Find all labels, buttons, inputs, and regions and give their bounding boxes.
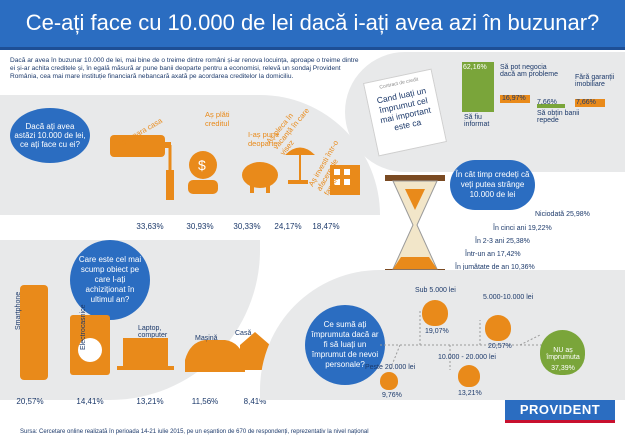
- q3-item-1: Niciodată 25,98%: [535, 211, 590, 218]
- q3-item-4: Într-un an 17,42%: [465, 251, 521, 258]
- logo-underline: [505, 420, 615, 423]
- header-banner: Ce-ați face cu 10.000 de lei dacă i-ați …: [0, 0, 625, 50]
- q3-item-2: În cinci ani 19,22%: [493, 225, 552, 232]
- q5-tree-lines: [380, 310, 570, 371]
- footer-source: Sursa: Cercetare online realizată în per…: [20, 429, 369, 435]
- q5-item-value-4: 9,76%: [382, 392, 402, 399]
- q1-icons: $: [110, 135, 360, 200]
- q5-item-label-4: Peste 20.000 lei: [365, 364, 416, 371]
- q1-question-text: Dacă ați avea astăzi 10.000 de lei, ce a…: [14, 122, 86, 149]
- q4-item-label-3: Laptop, computer: [138, 325, 168, 339]
- q2-bar-3: [537, 104, 565, 108]
- money-bag-icon: [485, 315, 511, 341]
- q4-item-label-4: Mașină: [195, 335, 218, 342]
- q2-question-text: Cand luați un împrumut cel mai important…: [375, 85, 432, 133]
- hourglass-icon: [385, 175, 445, 275]
- q1-item-value-5: 18,47%: [312, 222, 340, 231]
- q1-item-value-2: 30,93%: [186, 222, 214, 231]
- money-bag-icon: [458, 365, 480, 387]
- q4-item-value-5: 8,41%: [243, 397, 267, 406]
- q2-bar-2-label: Să pot negocia dacă am probleme: [500, 64, 558, 78]
- money-bag-icon: [380, 372, 398, 390]
- q2-bar-1-label: Să fiu informat: [464, 114, 490, 128]
- paint-roller-icon: [110, 135, 174, 200]
- q4-icons: [20, 285, 270, 380]
- intro-text: Dacă ar avea în buzunar 10.000 de lei, m…: [10, 57, 359, 80]
- car-icon: [185, 340, 245, 372]
- q2-bar-3-value: 7,66%: [537, 99, 557, 106]
- q4-question-text: Care este cel mai scump obiect pe care l…: [78, 255, 142, 304]
- q3-question-bubble: În cât timp credeți că veți putea strâng…: [450, 160, 535, 210]
- money-bag-icon: [422, 300, 448, 326]
- q2-bar-2-value: 16,97%: [502, 95, 526, 102]
- provident-logo: PROVIDENT: [505, 400, 615, 420]
- beach-umbrella-icon: [285, 147, 315, 184]
- q4-item-value-3: 13,21%: [136, 397, 164, 406]
- q4-item-label-5: Casă: [235, 330, 252, 337]
- q4-item-value-1: 20,57%: [16, 397, 44, 406]
- q3-question-text: În cât timp credeți că veți putea strâng…: [455, 170, 530, 199]
- q5-question-bubble: Ce sumă ați împrumuta dacă ar fi să luaț…: [305, 305, 385, 385]
- q1-item-value-4: 24,17%: [274, 222, 302, 231]
- q5-item-label-2: 5.000-10.000 lei: [483, 294, 534, 301]
- q4-item-value-4: 11,56%: [191, 397, 219, 406]
- q5-item-label-5: NU aș împrumuta: [546, 347, 580, 361]
- q4-item-label-2: Electrocasnice: [80, 304, 87, 350]
- q2-bar-1: [462, 62, 494, 112]
- q1-item-value-3: 30,33%: [233, 222, 261, 231]
- q5-item-label-1: Sub 5.000 lei: [415, 287, 456, 294]
- q2-bar-4-label: Fără garanții imobiliare: [575, 74, 615, 88]
- q3-item-3: În 2-3 ani 25,38%: [475, 238, 530, 245]
- piggy-bank-icon: [242, 162, 278, 193]
- q5-item-value-5: 37,39%: [551, 365, 575, 372]
- building-icon: [330, 165, 360, 195]
- q2-bar-1-value: 62,16%: [463, 64, 487, 71]
- q4-item-label-1: Smartphone: [15, 291, 22, 330]
- q5-question-text: Ce sumă ați împrumuta dacă ar fi să luaț…: [311, 320, 379, 369]
- q4-question-bubble: Care este cel mai scump obiect pe care l…: [70, 240, 150, 320]
- money-hand-icon: $: [188, 151, 218, 194]
- q1-item-label-3: I-aș pune deoparte: [248, 130, 280, 148]
- laptop-icon: [123, 338, 168, 366]
- q3-item-5: În jumătate de an 10,36%: [455, 264, 535, 271]
- no-loan-bag-icon: [540, 330, 585, 375]
- svg-text:$: $: [198, 157, 206, 173]
- q5-item-value-1: 19,07%: [425, 328, 449, 335]
- q1-question-bubble: Dacă ați avea astăzi 10.000 de lei, ce a…: [10, 108, 90, 163]
- q2-bar-4-value: 7,66%: [576, 99, 596, 106]
- q5-item-value-2: 20,57%: [488, 343, 512, 350]
- smartphone-icon: [20, 285, 48, 380]
- contract-note: Contract de credit Cand luați un împrumu…: [362, 68, 448, 157]
- q5-item-label-3: 10.000 - 20.000 lei: [438, 354, 496, 361]
- q1-item-value-1: 33,63%: [136, 222, 164, 231]
- header-stripe: [0, 47, 625, 50]
- q4-item-value-2: 14,41%: [76, 397, 104, 406]
- q2-bar-3-label: Să obțin banii repede: [537, 110, 580, 124]
- q2-bar-4: [575, 99, 605, 107]
- q1-item-label-2: Aș plăti creditul: [205, 110, 230, 128]
- q2-bar-2: [500, 95, 530, 103]
- q5-item-value-3: 13,21%: [458, 390, 482, 397]
- page-title: Ce-ați face cu 10.000 de lei dacă i-ați …: [25, 10, 600, 35]
